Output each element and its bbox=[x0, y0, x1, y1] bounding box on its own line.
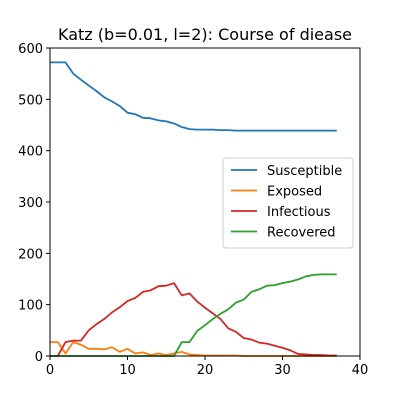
y-tick-label: 100 bbox=[18, 299, 43, 314]
series-line-exposed bbox=[50, 341, 337, 357]
x-tick-label: 0 bbox=[46, 363, 54, 378]
chart-title: Katz (b=0.01, l=2): Course of diease bbox=[58, 25, 352, 44]
x-tick-label: 10 bbox=[119, 363, 136, 378]
legend-label-infectious: Infectious bbox=[267, 205, 331, 220]
series-line-recovered bbox=[50, 273, 337, 357]
y-tick-label: 500 bbox=[18, 93, 43, 108]
x-tick-label: 20 bbox=[197, 363, 214, 378]
series-line-susceptible bbox=[50, 61, 337, 132]
x-tick-label: 40 bbox=[352, 363, 369, 378]
y-tick-label: 0 bbox=[35, 350, 43, 365]
legend-label-susceptible: Susceptible bbox=[267, 164, 342, 179]
legend-label-recovered: Recovered bbox=[267, 226, 336, 241]
legend: Susceptible Exposed Infectious Recovered bbox=[222, 157, 354, 249]
y-tick-label: 300 bbox=[18, 196, 43, 211]
series-line-infectious bbox=[50, 282, 337, 357]
y-tick-label: 600 bbox=[18, 42, 43, 57]
y-tick-label: 400 bbox=[18, 145, 43, 160]
x-tick-label: 30 bbox=[274, 363, 291, 378]
legend-box bbox=[222, 157, 354, 249]
y-tick-label: 200 bbox=[18, 247, 43, 262]
legend-label-exposed: Exposed bbox=[267, 185, 322, 200]
